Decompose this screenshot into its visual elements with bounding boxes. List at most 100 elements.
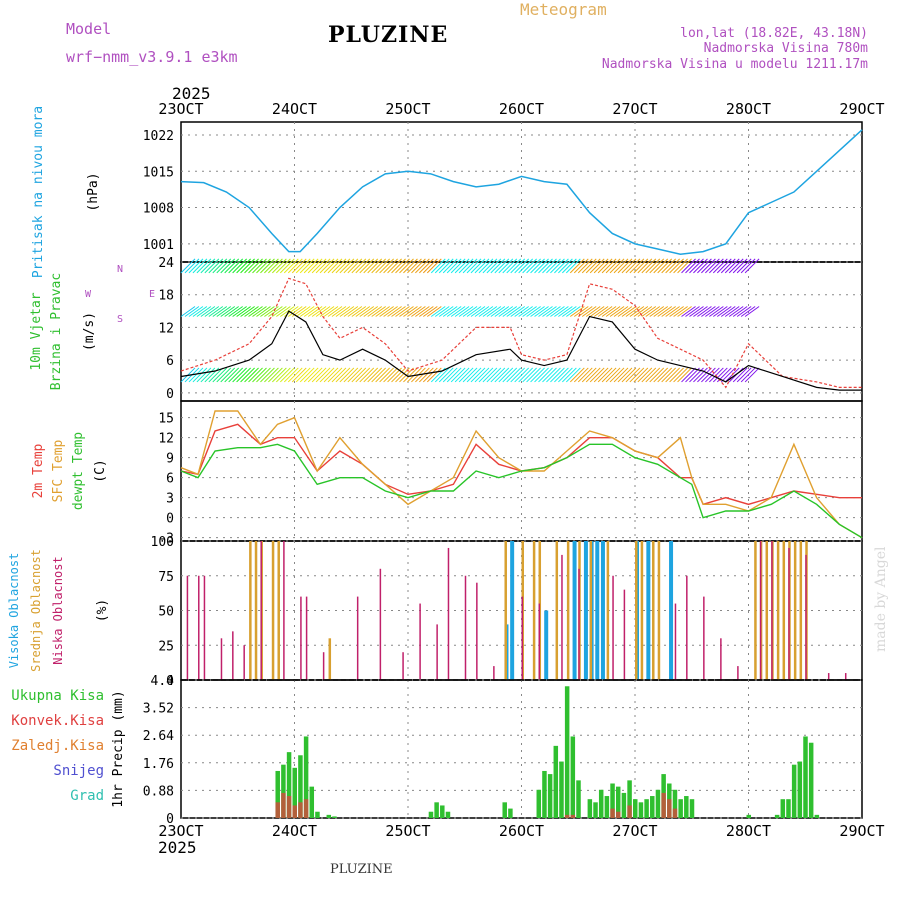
model-name: wrf−nmm_v3.9.1 e3km	[66, 48, 238, 66]
cloud-low-bar	[476, 582, 478, 680]
wind-barb	[569, 367, 585, 383]
wind-barb	[256, 258, 271, 274]
cloud-low-bar	[232, 631, 234, 680]
wind-barb	[498, 258, 514, 274]
precip-total-bar	[440, 805, 445, 818]
wind-barb	[538, 258, 553, 274]
wind-barb	[613, 258, 629, 274]
cloud-low-bar	[612, 575, 614, 680]
wind-barb	[538, 367, 553, 383]
wind-barb	[518, 367, 534, 383]
precip-total-bar	[326, 814, 332, 818]
temperature-y-tick-label: 15	[158, 412, 174, 427]
wind-barb	[589, 306, 605, 317]
cloud-low-bar	[788, 547, 790, 680]
wind-barb	[609, 258, 625, 274]
wind-barb	[283, 258, 299, 274]
temperature-axis-label: (C)	[93, 459, 108, 482]
cloud-low-bar	[322, 652, 325, 680]
cloud-low-bar	[827, 673, 830, 680]
wind-barb	[681, 367, 696, 383]
cloud-mid-bar	[606, 541, 610, 680]
wind-barb	[351, 367, 367, 383]
wind-barb	[375, 306, 390, 317]
wind-barb	[276, 306, 291, 317]
wind-barb	[184, 258, 200, 274]
wind-y-tick-label: 0	[166, 387, 174, 402]
wind-barb	[367, 258, 383, 274]
wind-barb	[232, 367, 247, 383]
precip-y-tick-label: 1.76	[143, 757, 174, 772]
x-tick-label-bottom: 28OCT	[726, 822, 771, 840]
wind-barb	[482, 306, 498, 317]
precip-total-bar	[445, 811, 451, 818]
wind-barb	[562, 306, 577, 317]
wind-barb	[534, 258, 549, 274]
cloud-low-bar	[521, 596, 523, 680]
wind-barb	[442, 258, 458, 274]
cloud-mid-bar	[799, 541, 803, 680]
precip-conv-bar	[281, 792, 286, 818]
wind-barb	[430, 258, 446, 274]
wind-barb	[617, 258, 633, 274]
wind-barb	[470, 258, 486, 274]
wind-barb	[677, 258, 692, 274]
wind-barb	[355, 367, 371, 383]
cloud-low-bar	[538, 603, 541, 680]
wind-barb	[597, 306, 613, 317]
wind-barb	[264, 367, 279, 383]
wind-barb	[252, 306, 267, 317]
wind-barb	[403, 306, 418, 317]
wind-barb	[311, 258, 327, 274]
wind-barb	[645, 306, 661, 317]
wind-barb	[621, 258, 637, 274]
compass-south: S	[117, 314, 123, 325]
wind-barb	[482, 258, 498, 274]
cloud-mid-bar	[504, 541, 507, 680]
wind-barb	[260, 367, 275, 383]
wind-barb	[482, 367, 498, 383]
wind-barb	[685, 258, 700, 274]
wind-barb	[665, 306, 680, 317]
temperature-axis-label: 2m Temp	[31, 443, 46, 498]
wind-barb	[514, 306, 529, 317]
wind-barb	[272, 306, 287, 317]
wind-barb	[720, 367, 736, 383]
wind-gust-line	[180, 277, 862, 389]
cloud-mid-bar	[254, 541, 258, 680]
wind-barb	[569, 258, 585, 274]
wind-barb	[343, 367, 359, 383]
cloud-low-bar	[243, 645, 245, 680]
wind-barb	[240, 306, 255, 317]
wind-barb	[371, 258, 387, 274]
wind-barb	[343, 258, 359, 274]
wind-barb	[693, 306, 708, 317]
precip-y-tick-label: 0.88	[143, 784, 174, 799]
wind-barb	[510, 367, 526, 383]
wind-barb	[335, 306, 351, 317]
wind-barb	[303, 258, 319, 274]
cloud-low-bar	[464, 575, 467, 680]
cloud-high-bar	[572, 541, 577, 680]
cloud-low-bar	[356, 596, 359, 680]
cloud-low-bar	[220, 638, 223, 680]
wind-barb	[379, 367, 394, 383]
wind-barb	[581, 367, 597, 383]
temperature-axis-label: SFC Temp	[51, 440, 66, 503]
wind-barb	[355, 306, 371, 317]
cloud-mid-bar	[249, 541, 252, 680]
wind-barb	[581, 258, 597, 274]
wind-barb	[661, 306, 676, 317]
wind-barb	[275, 258, 291, 274]
wind-barb	[303, 367, 319, 383]
x-tick-label-bottom: 25OCT	[385, 822, 430, 840]
wind-barb	[629, 367, 645, 383]
wind-barb	[573, 367, 589, 383]
clouds-y-tick-label: 75	[158, 570, 174, 585]
wind-barb	[311, 367, 327, 383]
wind-barb	[403, 367, 418, 383]
wind-barb	[681, 306, 696, 317]
wind-barb	[697, 258, 712, 274]
precip-legend-label: Ukupna Kisa	[11, 688, 104, 704]
clouds-y-tick-label: 100	[151, 535, 174, 550]
